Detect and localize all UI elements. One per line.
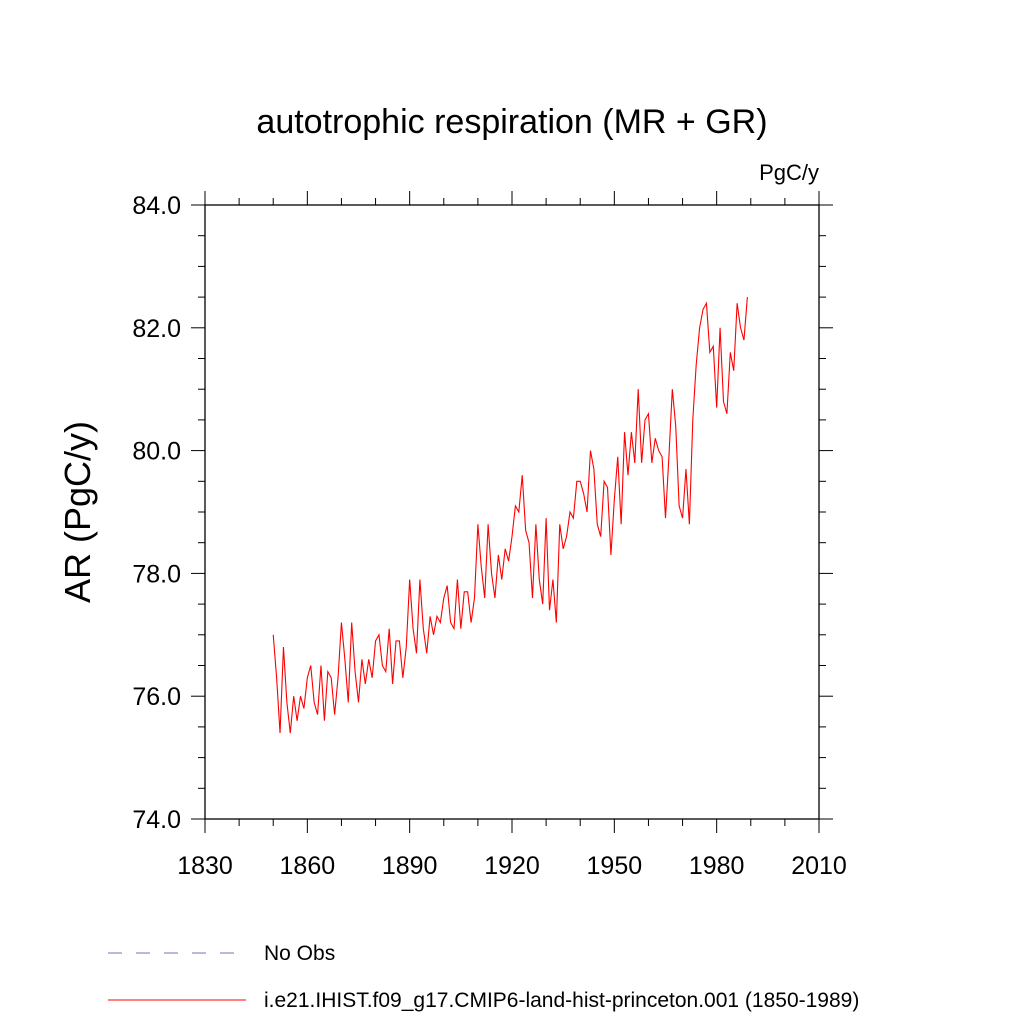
y-tick-label: 74.0 (132, 806, 181, 834)
axis-ticks (191, 191, 833, 833)
y-tick-label: 80.0 (132, 438, 181, 466)
y-tick-label: 84.0 (132, 192, 181, 220)
units-label: PgC/y (759, 160, 819, 185)
x-tick-label: 1860 (280, 852, 336, 880)
plot-frame (204, 204, 820, 820)
x-tick-label: 1830 (177, 852, 233, 880)
y-tick-labels: 74.0 76.0 78.0 80.0 82.0 84.0 (132, 192, 181, 834)
y-tick-label: 82.0 (132, 315, 181, 343)
x-tick-label: 1950 (587, 852, 643, 880)
y-tick-label: 76.0 (132, 683, 181, 711)
x-tick-labels: 1830 1860 1890 1920 1950 1980 2010 (177, 852, 847, 880)
chart-title: autotrophic respiration (MR + GR) (256, 103, 767, 141)
x-tick-label: 1890 (382, 852, 438, 880)
x-tick-label: 1980 (689, 852, 745, 880)
legend-label-no-obs: No Obs (264, 942, 335, 965)
x-tick-label: 2010 (791, 852, 847, 880)
legend-label-model-run: i.e21.IHIST.f09_g17.CMIP6-land-hist-prin… (264, 989, 859, 1012)
series-layer (272, 297, 748, 734)
x-tick-label: 1920 (484, 852, 540, 880)
y-axis-label: AR (PgC/y) (57, 421, 98, 603)
legend: No Obs i.e21.IHIST.f09_g17.CMIP6-land-hi… (108, 942, 859, 1012)
y-tick-label: 78.0 (132, 560, 181, 588)
series-line (272, 297, 748, 734)
